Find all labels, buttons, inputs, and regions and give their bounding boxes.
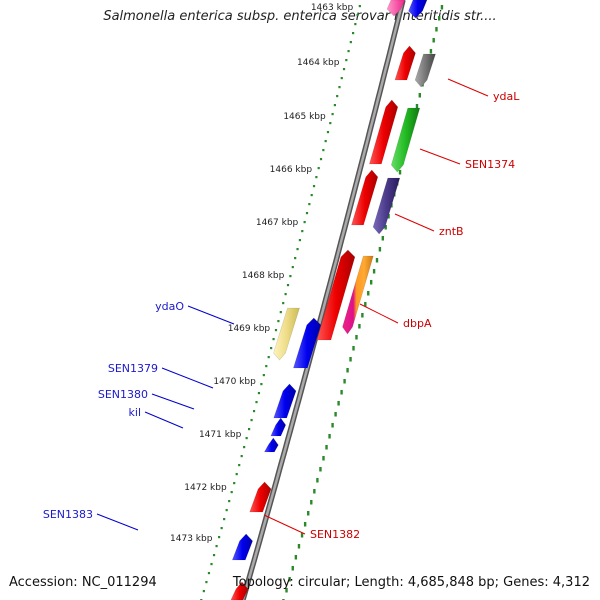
label-leader-line: [419, 148, 461, 165]
label-leader-line: [394, 213, 435, 232]
gene-label[interactable]: SEN1374: [465, 158, 515, 171]
kbp-tick-label: 1464 kbp: [297, 58, 340, 68]
kbp-tick-label: 1471 kbp: [199, 430, 242, 440]
kbp-tick-label: 1468 kbp: [242, 271, 285, 281]
gene-feature[interactable]: [230, 581, 249, 600]
gene-feature[interactable]: [342, 255, 374, 335]
outer-tick-track: [200, 5, 361, 600]
kbp-tick-labels: 1463 kbp 1464 kbp 1465 kbp 1466 kbp 1467 kbp…: [170, 3, 353, 544]
gene-label[interactable]: ydaL: [493, 90, 520, 103]
gene-label[interactable]: dbpA: [403, 317, 432, 330]
label-leaders: [96, 78, 489, 535]
gene-feature[interactable]: [408, 0, 428, 19]
kbp-tick-label: 1470 kbp: [213, 377, 256, 387]
kbp-tick-label: 1467 kbp: [256, 218, 299, 228]
gene-feature[interactable]: [231, 533, 253, 561]
label-leader-line: [187, 305, 235, 325]
label-leader-line: [151, 393, 195, 410]
gene-label[interactable]: SEN1383: [43, 508, 93, 521]
gene-feature[interactable]: [390, 107, 421, 173]
gene-feature[interactable]: [273, 307, 300, 361]
kbp-tick-label: 1472 kbp: [184, 483, 227, 493]
label-leader-line: [144, 411, 184, 429]
gene-feature[interactable]: [270, 417, 287, 437]
label-leader-line: [96, 513, 139, 531]
gene-feature[interactable]: [249, 481, 272, 513]
gene-label[interactable]: SEN1380: [98, 388, 148, 401]
accession-text: Accession: NC_011294: [9, 575, 157, 590]
label-leader-line: [447, 78, 489, 97]
gene-features: [230, 0, 436, 600]
gene-feature[interactable]: [263, 437, 279, 453]
gene-label[interactable]: ydaO: [155, 300, 184, 313]
kbp-tick-label: 1463 kbp: [311, 3, 354, 13]
gene-label[interactable]: SEN1379: [108, 362, 158, 375]
inner-tick-track: [282, 5, 444, 600]
gene-label[interactable]: SEN1382: [310, 528, 360, 541]
genome-summary-text: Topology: circular; Length: 4,685,848 bp…: [232, 575, 590, 590]
gene-feature[interactable]: [273, 383, 297, 419]
gene-label[interactable]: kil: [129, 406, 141, 419]
kbp-tick-label: 1466 kbp: [270, 165, 313, 175]
genome-backbone: [240, 0, 406, 600]
gene-labels: ydaL SEN1374 zntB dbpA SEN1382 ydaO SEN1379 SEN…: [43, 90, 520, 541]
gene-feature[interactable]: [351, 169, 379, 226]
gene-feature[interactable]: [414, 53, 436, 88]
kbp-tick-label: 1469 kbp: [228, 324, 271, 334]
gene-feature[interactable]: [292, 317, 322, 369]
gene-feature[interactable]: [372, 177, 401, 235]
label-leader-line: [263, 514, 306, 535]
kbp-tick-label: 1465 kbp: [283, 112, 326, 122]
gene-feature[interactable]: [386, 0, 406, 17]
kbp-tick-label: 1473 kbp: [170, 534, 213, 544]
label-leader-line: [359, 303, 399, 324]
gene-feature[interactable]: [394, 45, 416, 81]
gene-feature[interactable]: [369, 99, 399, 165]
gene-feature[interactable]: [316, 249, 356, 341]
label-leader-line: [161, 367, 214, 389]
gene-label[interactable]: zntB: [439, 225, 464, 238]
